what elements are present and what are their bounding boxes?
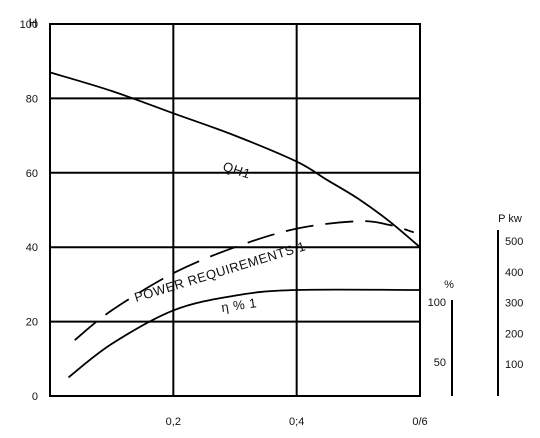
power-scale-label: P kw xyxy=(498,213,522,225)
efficiency-curve-label: η % 1 xyxy=(220,295,257,315)
power-requirements-label: POWER REQUIREMENTS 1 xyxy=(132,238,307,304)
y-tick-label: 40 xyxy=(26,242,38,254)
y-tick-label: 20 xyxy=(26,317,38,329)
power-scale-tick: 400 xyxy=(505,267,523,279)
power-scale-tick: 300 xyxy=(505,298,523,310)
percent-scale-tick: 50 xyxy=(434,357,446,369)
x-tick-label: 0/6 xyxy=(412,416,427,428)
y-axis-label: H xyxy=(29,16,38,30)
curves xyxy=(49,71,421,379)
y-tick-label: 100 xyxy=(20,19,38,31)
grid xyxy=(49,23,421,397)
power-scale-tick: 200 xyxy=(505,328,523,340)
x-tick-label: 0;4 xyxy=(289,416,304,428)
qh-curve-label: QH1 xyxy=(221,159,252,182)
y-tick-label: 80 xyxy=(26,93,38,105)
x-tick-label: 0,2 xyxy=(166,416,181,428)
percent-scale-label: % xyxy=(444,279,454,291)
qh-curve xyxy=(49,71,421,248)
y-tick-label: 0 xyxy=(32,391,38,403)
percent-scale-tick: 100 xyxy=(428,297,446,309)
plot-frame xyxy=(49,23,421,397)
secondary-scales: % 100 50 P kw 500 400 300 200 100 xyxy=(428,213,523,396)
power-scale-tick: 100 xyxy=(505,359,523,371)
power-scale-tick: 500 xyxy=(505,236,523,248)
power-requirements-curve xyxy=(74,220,415,341)
efficiency-curve xyxy=(67,288,421,379)
y-tick-label: 60 xyxy=(26,168,38,180)
